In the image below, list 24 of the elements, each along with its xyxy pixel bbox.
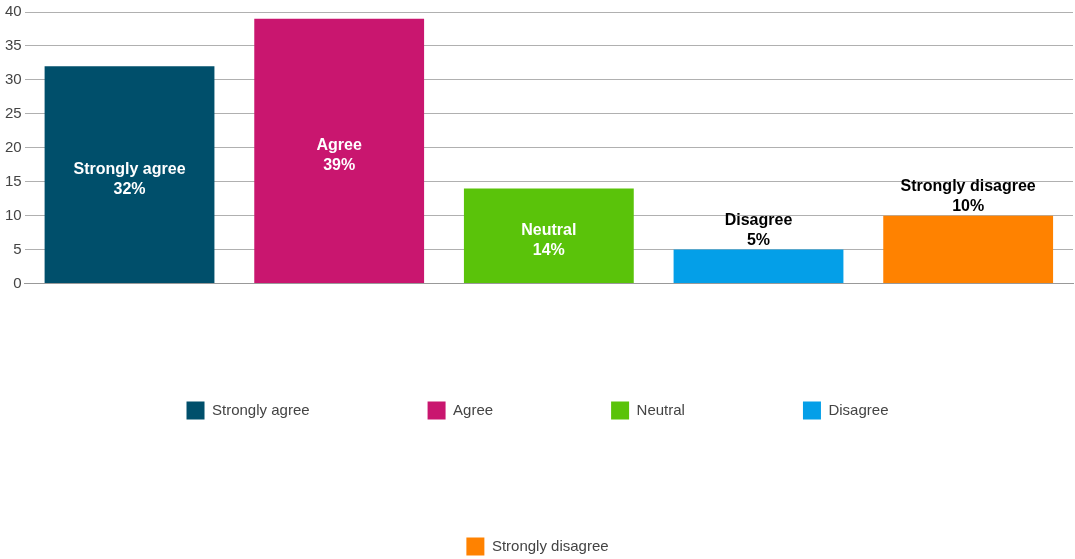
y-tick-label: 30 xyxy=(5,70,22,88)
y-tick-label: 10 xyxy=(5,205,22,223)
legend-label: Neutral xyxy=(636,400,685,418)
data-label: 39% xyxy=(323,156,356,174)
y-tick-label: 35 xyxy=(5,36,22,54)
y-tick-label: 40 xyxy=(5,2,22,20)
y-tick-label: 15 xyxy=(5,171,22,189)
text: Agree xyxy=(316,136,362,154)
text: Strongly agree xyxy=(73,160,186,178)
text: Strongly disagree xyxy=(900,177,1036,195)
data-label: 32% xyxy=(113,180,146,198)
data-label: 10% xyxy=(952,197,985,215)
y-tick-label: 0 xyxy=(13,273,22,291)
data-label: 14% xyxy=(532,241,565,259)
data-label: 5% xyxy=(746,230,771,248)
text: Neutral xyxy=(521,221,577,239)
legend-label: Strongly agree xyxy=(212,400,310,418)
legend-label: Agree xyxy=(453,400,494,418)
y-tick-label: 25 xyxy=(5,103,22,121)
y-tick-label: 20 xyxy=(5,137,22,155)
legend-label: Strongly disagree xyxy=(491,536,609,554)
legend-label: Disagree xyxy=(828,400,889,418)
text: Disagree xyxy=(724,210,793,228)
y-tick-label: 5 xyxy=(13,239,22,257)
